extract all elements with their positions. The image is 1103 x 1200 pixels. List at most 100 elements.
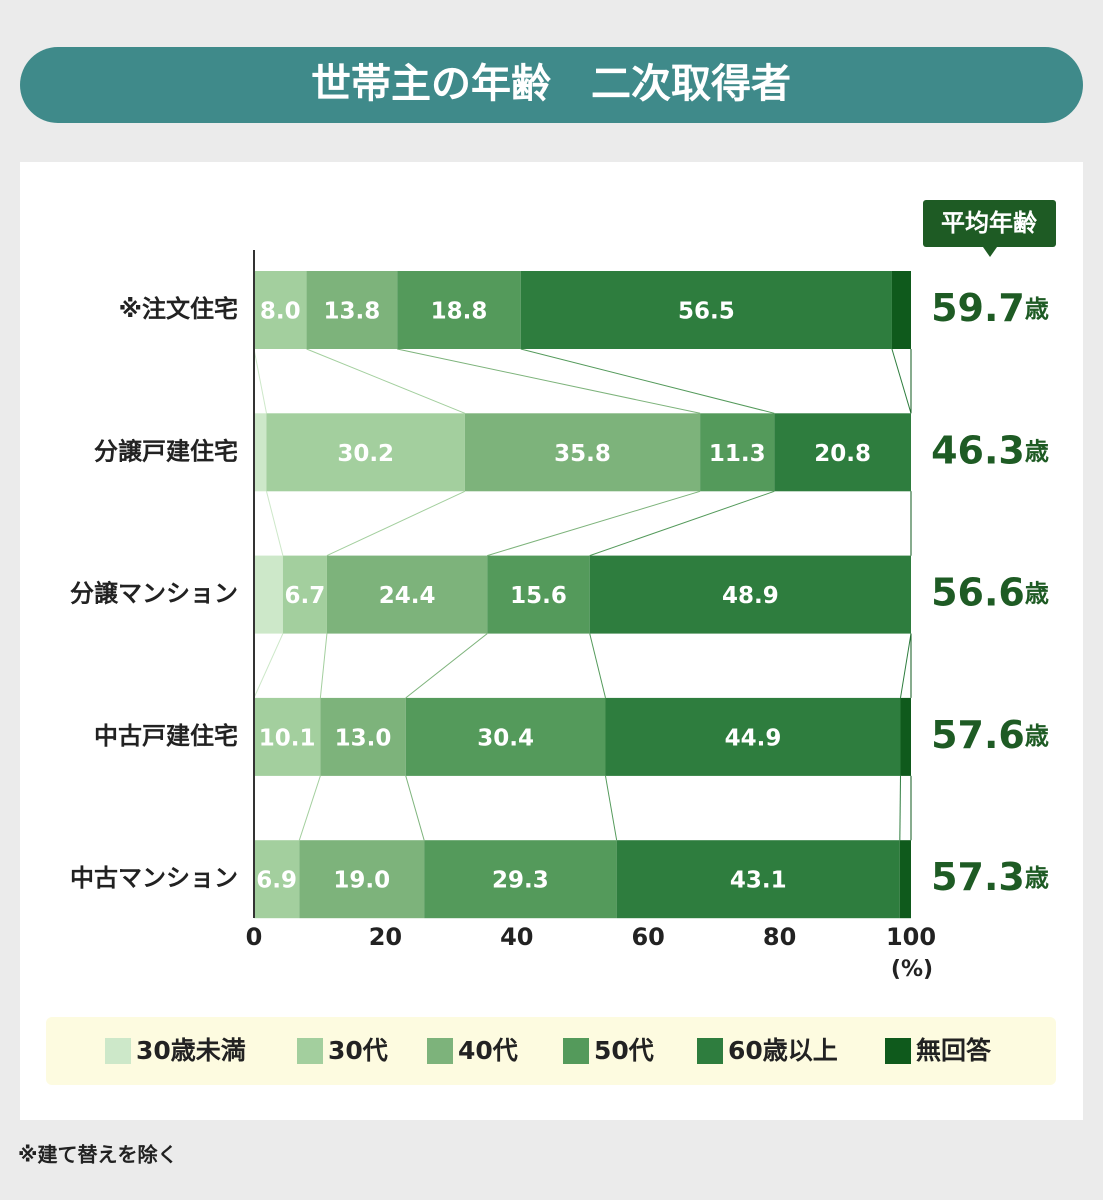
legend-swatch	[563, 1038, 589, 1064]
connector	[487, 490, 701, 557]
average-number: 57.3	[931, 855, 1025, 899]
bar-segment	[605, 697, 901, 776]
bar-segment	[397, 271, 521, 349]
value-label: 43.1	[730, 868, 787, 894]
legend-box	[46, 1017, 1056, 1085]
bar-segment	[900, 697, 911, 776]
value-label: 6.7	[285, 583, 326, 609]
x-tick-label: 20	[369, 923, 402, 951]
value-label: 13.0	[335, 725, 392, 751]
value-label: 13.8	[324, 299, 381, 325]
legend-label: 40代	[458, 1036, 518, 1065]
category-label: 分譲マンション	[70, 580, 238, 608]
average-number: 46.3	[931, 428, 1025, 472]
bar-segment	[299, 840, 425, 919]
title-banner	[20, 47, 1083, 123]
connector	[520, 348, 775, 414]
bar-segment	[464, 413, 701, 492]
average-number: 57.6	[931, 712, 1025, 756]
legend-label: 30歳未満	[136, 1036, 246, 1065]
value-label: 30.2	[337, 441, 394, 467]
legend-label: 50代	[594, 1036, 654, 1065]
legend-swatch	[697, 1038, 723, 1064]
category-label: 中古戸建住宅	[94, 722, 238, 750]
bar-segment	[487, 555, 590, 634]
bar-segment	[254, 413, 267, 492]
connector	[891, 348, 912, 414]
average-badge	[923, 200, 1056, 247]
value-label: 35.8	[554, 441, 611, 467]
connector	[253, 348, 267, 414]
bar-segment	[254, 555, 283, 634]
legend-label: 無回答	[916, 1036, 992, 1065]
average-number: 59.7	[931, 286, 1025, 330]
average-unit: 歳	[1025, 295, 1049, 323]
bar-segment	[254, 697, 321, 776]
bar-segment	[774, 413, 911, 492]
legend-swatch	[427, 1038, 453, 1064]
legend-swatch	[297, 1038, 323, 1064]
connector	[265, 491, 284, 556]
value-label: 10.1	[259, 725, 316, 751]
value-label: 8.0	[260, 299, 301, 325]
average-value: 59.7歳	[931, 286, 1049, 330]
bar-segment	[254, 840, 300, 919]
bar-segment	[254, 271, 307, 349]
value-label: 6.9	[256, 868, 297, 894]
connector	[405, 775, 425, 841]
bar-segment	[700, 413, 775, 492]
average-value: 46.3歳	[931, 428, 1049, 472]
value-label: 24.4	[379, 583, 436, 609]
bar-segment	[589, 555, 911, 634]
connector	[589, 633, 606, 699]
connector	[253, 633, 284, 699]
category-label: ※注文住宅	[119, 295, 238, 323]
legend-label: 30代	[328, 1036, 388, 1065]
bar-segment	[282, 555, 327, 634]
average-unit: 歳	[1025, 580, 1049, 608]
badge-pointer	[983, 247, 997, 257]
value-label: 56.5	[678, 299, 735, 325]
value-label: 18.8	[431, 299, 488, 325]
bar-segment	[424, 840, 617, 919]
footnote: ※建て替えを除く	[18, 1143, 177, 1167]
x-tick-label: 80	[763, 923, 796, 951]
value-label: 29.3	[492, 868, 549, 894]
connector	[319, 633, 328, 698]
value-label: 15.6	[510, 583, 567, 609]
x-tick-label: 40	[500, 923, 533, 951]
connector	[298, 775, 321, 841]
connector	[306, 348, 466, 414]
legend-label: 60歳以上	[728, 1036, 838, 1065]
category-label: 中古マンション	[70, 864, 238, 892]
value-label: 48.9	[722, 583, 779, 609]
legend-swatch	[105, 1038, 131, 1064]
average-unit: 歳	[1025, 437, 1049, 465]
value-label: 19.0	[333, 868, 390, 894]
average-value: 57.3歳	[931, 855, 1049, 899]
connector	[326, 490, 466, 557]
average-value: 56.6歳	[931, 570, 1049, 614]
connector	[589, 490, 775, 557]
value-label: 11.3	[709, 441, 766, 467]
connector	[397, 348, 701, 414]
average-title: 平均年齢	[941, 209, 1038, 237]
bar-segment	[520, 271, 892, 349]
chart-title: 世帯主の年齢 二次取得者	[311, 61, 791, 107]
average-unit: 歳	[1025, 864, 1049, 892]
average-unit: 歳	[1025, 722, 1049, 750]
bar-segment	[616, 840, 900, 919]
average-value: 57.6歳	[931, 712, 1049, 756]
connector	[899, 633, 912, 698]
bar-segment	[306, 271, 398, 349]
bar-segment	[266, 413, 465, 492]
value-label: 20.8	[814, 441, 871, 467]
connector	[605, 775, 618, 841]
bar-segment	[405, 697, 606, 776]
average-number: 56.6	[931, 570, 1025, 614]
bar-segment	[326, 555, 488, 634]
x-tick-label: 100	[886, 923, 936, 951]
value-label: 30.4	[477, 725, 534, 751]
x-unit: (%)	[891, 957, 933, 982]
